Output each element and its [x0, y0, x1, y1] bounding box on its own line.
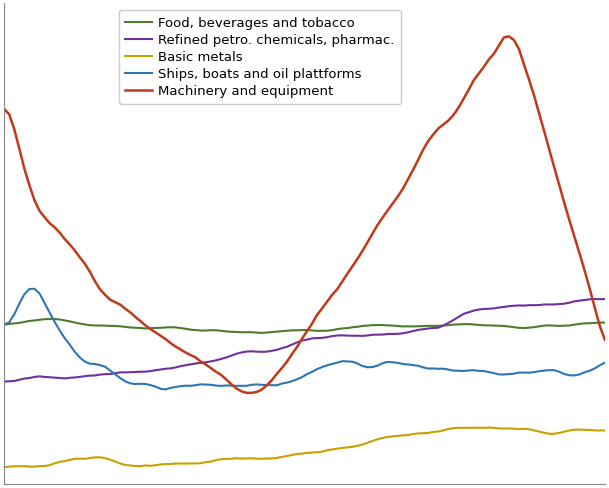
Refined petro. chemicals, pharmac.: [581, 297, 588, 303]
Line: Food, beverages and tobacco: Food, beverages and tobacco: [4, 319, 605, 333]
Machinery and equipment: [162, 337, 169, 343]
Machinery and equipment: [505, 34, 513, 40]
Basic metals: [414, 430, 421, 436]
Machinery and equipment: [480, 65, 487, 71]
Line: Refined petro. chemicals, pharmac.: Refined petro. chemicals, pharmac.: [4, 300, 605, 382]
Line: Ships, boats and oil plattforms: Ships, boats and oil plattforms: [4, 289, 605, 389]
Machinery and equipment: [601, 337, 608, 343]
Basic metals: [485, 425, 493, 430]
Food, beverages and tobacco: [132, 325, 139, 331]
Refined petro. chemicals, pharmac.: [591, 297, 599, 303]
Basic metals: [1, 465, 8, 470]
Food, beverages and tobacco: [1, 322, 8, 328]
Ships, boats and oil plattforms: [601, 360, 608, 366]
Refined petro. chemicals, pharmac.: [601, 297, 608, 303]
Refined petro. chemicals, pharmac.: [475, 307, 482, 313]
Basic metals: [586, 427, 593, 433]
Refined petro. chemicals, pharmac.: [414, 327, 421, 333]
Line: Basic metals: Basic metals: [4, 427, 605, 468]
Food, beverages and tobacco: [258, 330, 266, 336]
Ships, boats and oil plattforms: [343, 359, 351, 365]
Ships, boats and oil plattforms: [1, 322, 8, 328]
Food, beverages and tobacco: [46, 316, 53, 322]
Refined petro. chemicals, pharmac.: [334, 333, 341, 339]
Machinery and equipment: [1, 107, 8, 113]
Basic metals: [601, 427, 608, 433]
Machinery and equipment: [127, 310, 134, 316]
Food, beverages and tobacco: [167, 325, 174, 330]
Basic metals: [475, 425, 482, 431]
Machinery and equipment: [243, 390, 250, 396]
Legend: Food, beverages and tobacco, Refined petro. chemicals, pharmac., Basic metals, S: Food, beverages and tobacco, Refined pet…: [119, 11, 401, 104]
Basic metals: [334, 446, 341, 452]
Refined petro. chemicals, pharmac.: [127, 369, 134, 375]
Food, beverages and tobacco: [601, 320, 608, 326]
Refined petro. chemicals, pharmac.: [1, 379, 8, 385]
Machinery and equipment: [339, 279, 346, 285]
Basic metals: [162, 461, 169, 467]
Machinery and equipment: [591, 305, 599, 311]
Food, beverages and tobacco: [424, 323, 432, 329]
Ships, boats and oil plattforms: [31, 286, 38, 292]
Ships, boats and oil plattforms: [162, 386, 169, 392]
Food, beverages and tobacco: [591, 320, 599, 326]
Ships, boats and oil plattforms: [172, 384, 180, 390]
Ships, boats and oil plattforms: [591, 366, 599, 371]
Food, beverages and tobacco: [343, 325, 351, 331]
Food, beverages and tobacco: [485, 323, 493, 329]
Basic metals: [127, 463, 134, 468]
Ships, boats and oil plattforms: [424, 366, 432, 372]
Machinery and equipment: [420, 147, 427, 153]
Ships, boats and oil plattforms: [485, 369, 493, 375]
Refined petro. chemicals, pharmac.: [162, 366, 169, 372]
Line: Machinery and equipment: Machinery and equipment: [4, 37, 605, 393]
Ships, boats and oil plattforms: [132, 381, 139, 387]
